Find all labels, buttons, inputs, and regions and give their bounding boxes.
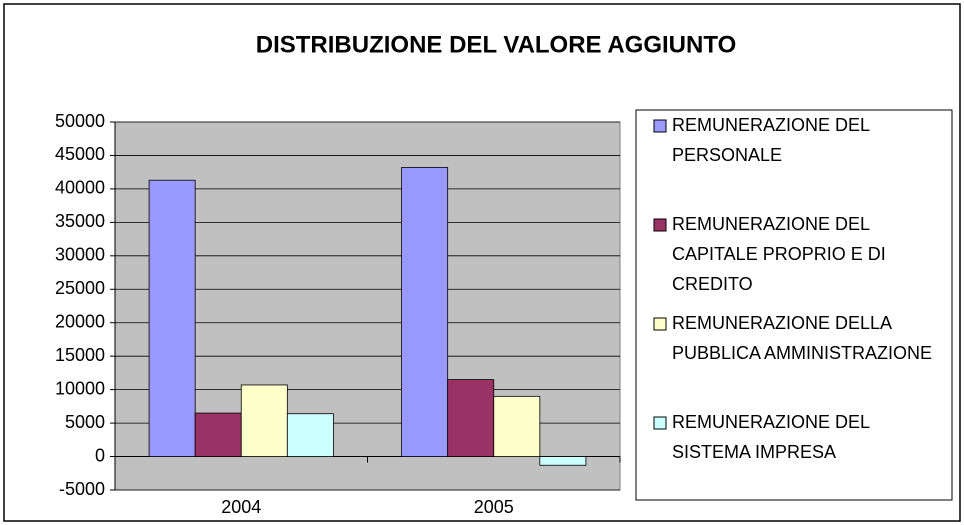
legend-line: REMUNERAZIONE DEL: [672, 214, 870, 234]
y-tick-label: 45000: [55, 144, 105, 164]
bar: [447, 379, 495, 457]
legend-line: PERSONALE: [672, 145, 782, 165]
legend-line: SISTEMA IMPRESA: [672, 442, 836, 462]
bar: [194, 412, 242, 457]
chart-title: DISTRIBUZIONE DEL VALORE AGGIUNTO: [256, 31, 736, 58]
y-tick-label: 35000: [55, 211, 105, 231]
bar: [493, 395, 541, 457]
legend-line: REMUNERAZIONE DELLA: [672, 313, 892, 333]
legend-line: PUBBLICA AMMINISTRAZIONE: [672, 343, 932, 363]
bar: [401, 167, 449, 457]
legend-line: REMUNERAZIONE DEL: [672, 115, 870, 135]
bar: [286, 413, 334, 457]
bar: [240, 384, 288, 457]
legend-swatch: [653, 218, 667, 232]
legend-label: REMUNERAZIONE DELLA PUBBLICA AMMINISTRAZI…: [672, 313, 932, 363]
legend-swatch: [653, 416, 667, 430]
y-tick-label: -5000: [59, 479, 105, 499]
legend-line: REMUNERAZIONE DEL: [672, 412, 870, 432]
bar: [539, 456, 587, 466]
y-tick-label: 10000: [55, 378, 105, 398]
x-tick-label: 2005: [474, 497, 514, 517]
legend-box: [635, 109, 953, 501]
legend-line: CREDITO: [672, 274, 753, 294]
x-tick-label: 2004: [221, 497, 261, 517]
y-tick-label: 0: [95, 445, 105, 465]
y-tick-label: 50000: [55, 111, 105, 131]
legend-label: REMUNERAZIONE DEL CAPITALE PROPRIO E DI CR…: [672, 214, 886, 294]
y-tick-label: 40000: [55, 178, 105, 198]
legend-label: REMUNERAZIONE DEL PERSONALE: [672, 115, 870, 165]
y-tick-label: 25000: [55, 278, 105, 298]
y-tick-label: 30000: [55, 245, 105, 265]
bar: [148, 179, 196, 457]
legend-swatch: [653, 317, 667, 331]
legend-line: CAPITALE PROPRIO E DI: [672, 244, 886, 264]
legend-label: REMUNERAZIONE DEL SISTEMA IMPRESA: [672, 412, 870, 462]
y-tick-label: 5000: [65, 412, 105, 432]
y-tick-label: 15000: [55, 345, 105, 365]
y-tick-label: 20000: [55, 311, 105, 331]
legend-swatch: [653, 119, 667, 133]
